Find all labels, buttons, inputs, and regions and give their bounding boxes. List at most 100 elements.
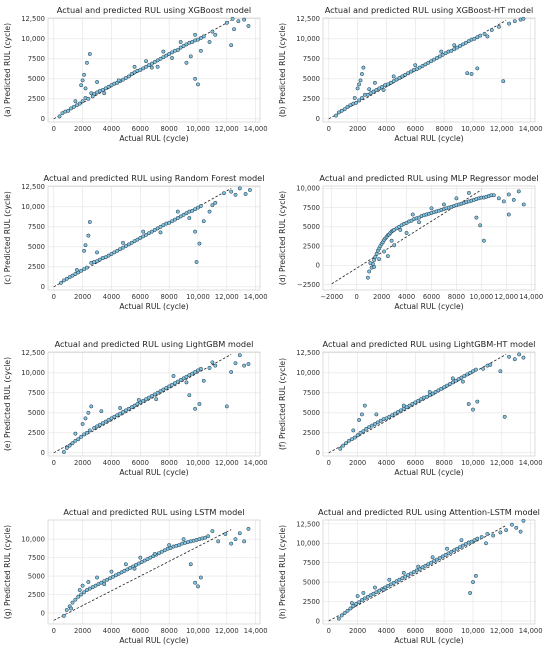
data-point bbox=[242, 17, 247, 22]
data-point bbox=[132, 566, 137, 571]
data-point bbox=[83, 243, 88, 248]
data-point bbox=[144, 397, 149, 402]
data-point bbox=[352, 96, 357, 100]
scatter-panel-2: 0 2000 4000 6000 8000 10,000 12,000 14,000 0 2500… bbox=[0, 170, 275, 334]
data-point bbox=[161, 55, 166, 60]
data-point bbox=[387, 577, 392, 582]
x-tick-label: −2000 bbox=[320, 293, 343, 301]
data-point bbox=[190, 208, 195, 213]
plot-frame bbox=[322, 17, 536, 123]
data-point bbox=[236, 19, 241, 24]
y-tick-label: 7500 bbox=[303, 204, 320, 212]
data-point bbox=[409, 69, 413, 74]
data-point bbox=[450, 376, 455, 381]
data-point bbox=[178, 378, 183, 382]
data-point bbox=[121, 245, 125, 250]
data-point bbox=[521, 202, 526, 207]
data-point bbox=[445, 383, 449, 388]
x-tick-label: 0 bbox=[52, 125, 56, 133]
x-tick-label: 2000 bbox=[349, 627, 366, 635]
data-point bbox=[450, 380, 455, 385]
data-point bbox=[87, 220, 92, 224]
x-tick-label: 4000 bbox=[103, 459, 120, 467]
data-point bbox=[232, 27, 236, 32]
data-point bbox=[242, 363, 247, 368]
data-point bbox=[475, 66, 480, 71]
data-point bbox=[507, 21, 511, 26]
x-tick-label: 0 bbox=[327, 125, 331, 133]
data-point bbox=[70, 273, 75, 278]
data-point bbox=[468, 591, 473, 595]
y-tick-label: 2500 bbox=[28, 591, 45, 599]
x-tick-label: 2000 bbox=[74, 459, 91, 467]
data-point bbox=[465, 372, 470, 377]
data-point bbox=[430, 391, 435, 396]
data-point bbox=[138, 68, 143, 72]
data-point bbox=[224, 20, 229, 25]
data-point bbox=[164, 386, 169, 390]
data-point bbox=[406, 71, 411, 76]
data-point bbox=[184, 380, 189, 385]
data-point bbox=[196, 368, 200, 373]
data-point bbox=[213, 200, 218, 205]
data-point bbox=[357, 418, 362, 422]
data-point bbox=[410, 212, 415, 217]
data-point bbox=[354, 601, 359, 606]
data-point bbox=[371, 89, 376, 94]
data-point bbox=[86, 233, 91, 238]
data-point bbox=[67, 443, 72, 448]
data-point bbox=[69, 106, 74, 111]
data-point bbox=[170, 382, 174, 387]
data-point bbox=[59, 280, 63, 285]
y-tick-label: 12,500 bbox=[296, 520, 320, 528]
data-point bbox=[459, 375, 464, 380]
data-point bbox=[375, 420, 380, 425]
data-point bbox=[404, 405, 409, 410]
data-point bbox=[106, 418, 111, 422]
y-tick-label: 10,000 bbox=[296, 540, 320, 548]
x-tick-label: 14,000 bbox=[244, 125, 268, 133]
data-point bbox=[197, 241, 202, 246]
data-point bbox=[406, 573, 411, 578]
data-point bbox=[80, 583, 85, 588]
data-point bbox=[103, 419, 108, 424]
data-point bbox=[478, 223, 483, 228]
y-tick-label: 10,000 bbox=[21, 536, 45, 544]
data-point bbox=[401, 570, 406, 575]
data-point bbox=[167, 220, 172, 225]
x-tick-label: 14,000 bbox=[519, 125, 543, 133]
x-tick-label: 14,000 bbox=[519, 459, 543, 467]
data-point bbox=[478, 33, 483, 38]
chart-title: Actual and predicted RUL using XGBoost-H… bbox=[325, 5, 534, 15]
data-point bbox=[207, 40, 212, 44]
data-point bbox=[439, 49, 444, 54]
data-point bbox=[210, 29, 215, 34]
data-point bbox=[89, 404, 94, 409]
data-point bbox=[447, 382, 452, 386]
data-point bbox=[243, 192, 248, 196]
x-tick-label: 12,000 bbox=[215, 627, 239, 635]
data-point bbox=[229, 541, 234, 546]
x-tick-label: 4000 bbox=[103, 627, 120, 635]
data-point bbox=[221, 191, 226, 196]
data-point bbox=[67, 275, 72, 280]
x-tick-label: 8000 bbox=[160, 125, 177, 133]
x-tick-label: 6000 bbox=[132, 125, 149, 133]
data-point bbox=[460, 42, 465, 47]
data-point bbox=[83, 86, 88, 91]
data-point bbox=[198, 575, 203, 580]
data-point bbox=[392, 243, 397, 248]
data-point bbox=[380, 84, 385, 89]
data-point bbox=[158, 224, 163, 229]
x-tick-label: 2000 bbox=[74, 627, 91, 635]
data-point bbox=[368, 91, 373, 96]
data-point bbox=[466, 402, 471, 406]
data-point bbox=[132, 239, 137, 244]
y-axis-label: (b) Predicted RUL (cycle) bbox=[278, 23, 287, 117]
data-point bbox=[349, 437, 354, 442]
data-point bbox=[498, 530, 503, 535]
data-point bbox=[348, 606, 353, 611]
data-point bbox=[187, 216, 192, 220]
plot-frame bbox=[322, 351, 536, 457]
data-point bbox=[396, 410, 400, 414]
